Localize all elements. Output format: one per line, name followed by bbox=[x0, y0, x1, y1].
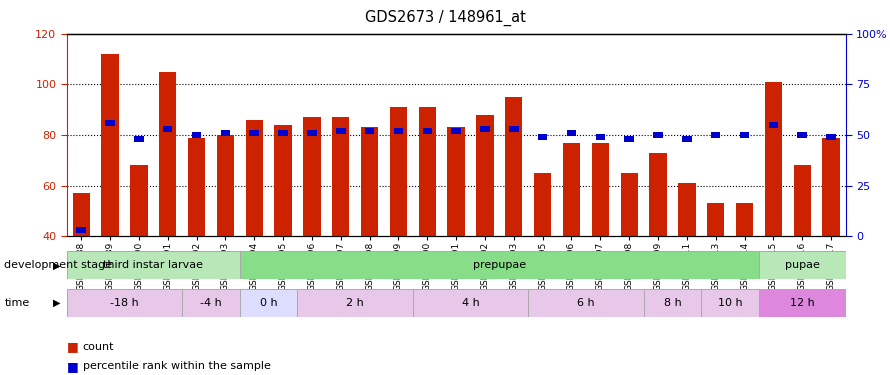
Bar bbox=[620, 173, 638, 236]
Bar bbox=[759, 251, 846, 279]
Text: prepupae: prepupae bbox=[473, 260, 526, 270]
Bar bbox=[678, 183, 695, 236]
Bar bbox=[182, 289, 239, 317]
Text: 0 h: 0 h bbox=[260, 298, 278, 308]
Bar bbox=[826, 134, 836, 140]
Bar bbox=[239, 251, 759, 279]
Text: -18 h: -18 h bbox=[110, 298, 139, 308]
Bar bbox=[592, 142, 609, 236]
Bar bbox=[134, 136, 143, 142]
Bar bbox=[650, 153, 667, 236]
Bar bbox=[476, 115, 494, 236]
Text: 8 h: 8 h bbox=[664, 298, 682, 308]
Text: ■: ■ bbox=[67, 360, 78, 373]
Bar bbox=[682, 136, 692, 142]
Bar bbox=[393, 128, 403, 134]
Bar bbox=[759, 289, 846, 317]
Text: time: time bbox=[4, 298, 29, 308]
Text: pupae: pupae bbox=[785, 260, 820, 270]
Text: -4 h: -4 h bbox=[200, 298, 222, 308]
Bar bbox=[67, 289, 182, 317]
Bar bbox=[188, 138, 206, 236]
Bar bbox=[365, 128, 375, 134]
Bar bbox=[423, 128, 432, 134]
Text: third instar larvae: third instar larvae bbox=[103, 260, 203, 270]
Bar bbox=[221, 130, 231, 136]
Bar bbox=[332, 117, 350, 236]
Bar bbox=[130, 165, 148, 236]
Bar bbox=[163, 126, 173, 132]
Text: GDS2673 / 148961_at: GDS2673 / 148961_at bbox=[365, 9, 525, 26]
Bar bbox=[567, 130, 576, 136]
Bar bbox=[765, 82, 782, 236]
Bar bbox=[303, 117, 320, 236]
Text: 6 h: 6 h bbox=[577, 298, 595, 308]
Bar bbox=[707, 203, 724, 236]
Text: count: count bbox=[83, 342, 114, 352]
Bar bbox=[595, 134, 605, 140]
Bar bbox=[797, 132, 807, 138]
Bar bbox=[77, 227, 86, 233]
Bar bbox=[249, 130, 259, 136]
Text: 2 h: 2 h bbox=[346, 298, 364, 308]
Bar bbox=[509, 126, 519, 132]
Bar bbox=[711, 132, 721, 138]
Bar bbox=[72, 193, 90, 236]
Bar bbox=[740, 132, 749, 138]
Bar bbox=[653, 132, 663, 138]
Bar bbox=[562, 142, 580, 236]
Text: ▶: ▶ bbox=[53, 261, 61, 270]
Bar bbox=[534, 173, 551, 236]
Bar bbox=[246, 120, 263, 236]
Bar bbox=[736, 203, 753, 236]
Bar bbox=[191, 132, 201, 138]
Text: 10 h: 10 h bbox=[718, 298, 742, 308]
Bar bbox=[769, 122, 778, 128]
Text: ▶: ▶ bbox=[53, 298, 61, 308]
Bar bbox=[361, 128, 378, 236]
Bar bbox=[529, 289, 643, 317]
Bar bbox=[418, 107, 436, 236]
Bar bbox=[297, 289, 413, 317]
Bar bbox=[239, 289, 297, 317]
Bar bbox=[67, 251, 239, 279]
Bar bbox=[506, 97, 522, 236]
Bar bbox=[279, 130, 287, 136]
Bar bbox=[643, 289, 701, 317]
Bar bbox=[451, 128, 461, 134]
Text: ■: ■ bbox=[67, 340, 78, 353]
Text: 12 h: 12 h bbox=[789, 298, 814, 308]
Bar bbox=[822, 138, 840, 236]
Bar bbox=[390, 107, 407, 236]
Bar bbox=[307, 130, 317, 136]
Bar bbox=[701, 289, 759, 317]
Bar bbox=[159, 72, 176, 236]
Bar bbox=[105, 120, 115, 126]
Bar bbox=[217, 135, 234, 236]
Text: development stage: development stage bbox=[4, 261, 112, 270]
Text: 4 h: 4 h bbox=[462, 298, 480, 308]
Bar bbox=[538, 134, 547, 140]
Bar bbox=[336, 128, 345, 134]
Bar bbox=[448, 128, 465, 236]
Bar bbox=[413, 289, 529, 317]
Bar bbox=[794, 165, 811, 236]
Bar bbox=[481, 126, 490, 132]
Bar bbox=[274, 125, 292, 236]
Bar bbox=[625, 136, 634, 142]
Text: percentile rank within the sample: percentile rank within the sample bbox=[83, 362, 271, 371]
Bar bbox=[101, 54, 118, 236]
